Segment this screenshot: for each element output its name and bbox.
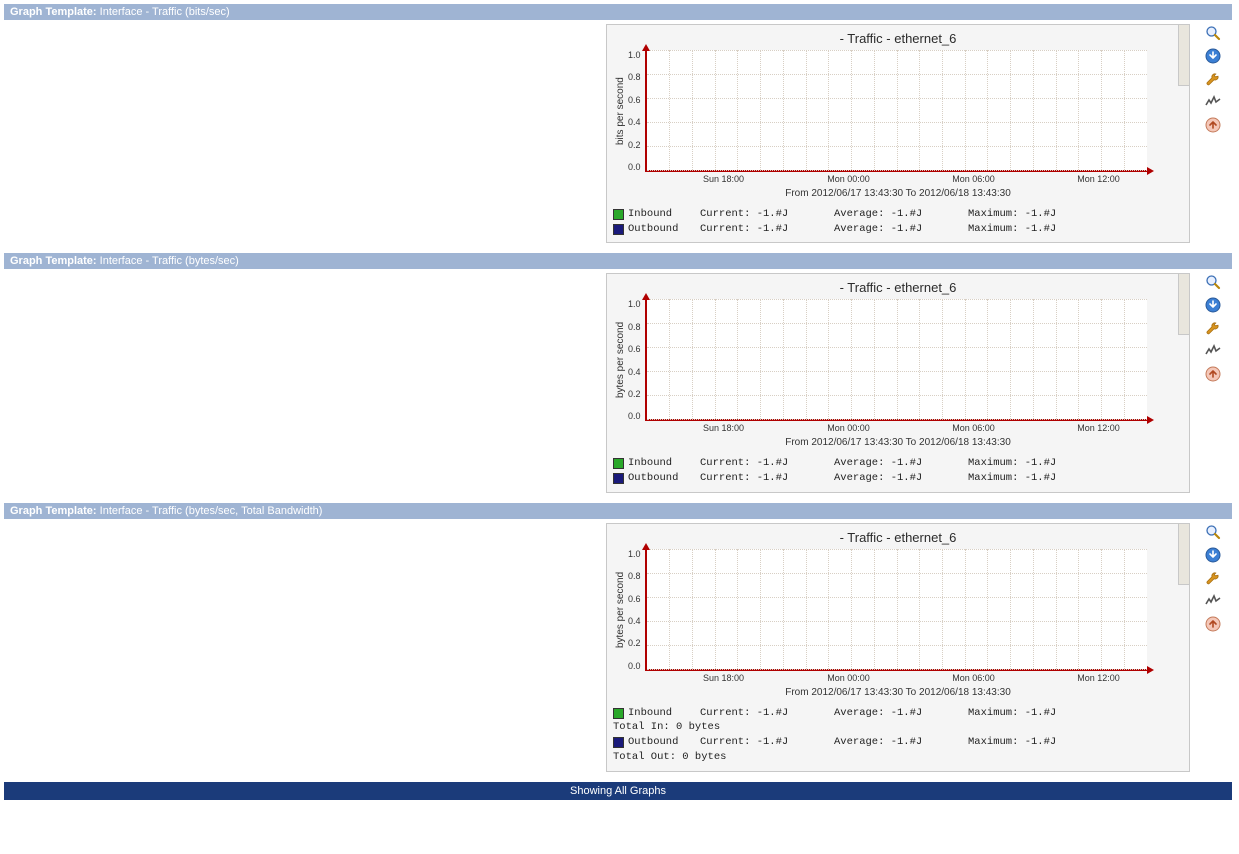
legend-average: Average: -1.#J (834, 456, 964, 471)
y-ticks: 1.00.80.60.40.20.0 (628, 299, 645, 421)
rrdtool-tab (1178, 523, 1190, 585)
rrdtool-tab (1178, 273, 1190, 335)
legend-maximum: Maximum: -1.#J (968, 471, 1098, 486)
legend-extra: Total Out: 0 bytes (613, 750, 1183, 765)
icon-column (1190, 24, 1226, 243)
x-ticks: Sun 18:00Mon 00:00Mon 06:00Mon 12:00 (661, 423, 1161, 433)
legend-label: Outbound (628, 735, 696, 750)
time-range: From 2012/06/17 13:43:30 To 2012/06/18 1… (613, 687, 1183, 698)
legend-row: Inbound Current: -1.#J Average: -1.#J Maxim… (613, 706, 1183, 721)
legend-current: Current: -1.#J (700, 207, 830, 222)
section-header-bits: Graph Template: Interface - Traffic (bit… (4, 4, 1232, 20)
section-label: Graph Template: (10, 6, 100, 18)
legend-swatch (613, 224, 624, 235)
legend-swatch (613, 458, 624, 469)
wrench-icon[interactable] (1204, 319, 1222, 337)
x-ticks: Sun 18:00Mon 00:00Mon 06:00Mon 12:00 (661, 673, 1161, 683)
legend-maximum: Maximum: -1.#J (968, 735, 1098, 750)
graph-title: - Traffic - ethernet_6 (613, 31, 1183, 46)
graph-title: - Traffic - ethernet_6 (613, 280, 1183, 295)
section-label: Graph Template: (10, 255, 100, 267)
legend-maximum: Maximum: -1.#J (968, 456, 1098, 471)
legend-label: Inbound (628, 706, 696, 721)
zoom-icon[interactable] (1204, 523, 1222, 541)
graph-title: - Traffic - ethernet_6 (613, 530, 1183, 545)
icon-column (1190, 273, 1226, 492)
legend-maximum: Maximum: -1.#J (968, 222, 1098, 237)
legend-current: Current: -1.#J (700, 735, 830, 750)
section-header-text: Interface - Traffic (bits/sec) (100, 6, 230, 18)
legend-average: Average: -1.#J (834, 735, 964, 750)
legend-current: Current: -1.#J (700, 456, 830, 471)
x-ticks: Sun 18:00Mon 00:00Mon 06:00Mon 12:00 (661, 174, 1161, 184)
legend-current: Current: -1.#J (700, 222, 830, 237)
wrench-icon[interactable] (1204, 569, 1222, 587)
legend-label: Inbound (628, 456, 696, 471)
legend-average: Average: -1.#J (834, 207, 964, 222)
section-label: Graph Template: (10, 505, 100, 517)
top-icon[interactable] (1204, 365, 1222, 383)
y-axis-label: bits per second (613, 50, 628, 172)
graph-card-bytes[interactable]: - Traffic - ethernet_6bytes per second1.… (606, 273, 1190, 492)
legend-average: Average: -1.#J (834, 222, 964, 237)
time-range: From 2012/06/17 13:43:30 To 2012/06/18 1… (613, 188, 1183, 199)
time-range: From 2012/06/17 13:43:30 To 2012/06/18 1… (613, 437, 1183, 448)
zoom-icon[interactable] (1204, 24, 1222, 42)
legend-row: Inbound Current: -1.#J Average: -1.#J Maxim… (613, 207, 1183, 222)
legend-row: Outbound Current: -1.#J Average: -1.#J Maxi… (613, 735, 1183, 750)
legend-swatch (613, 708, 624, 719)
top-icon[interactable] (1204, 615, 1222, 633)
y-axis-label: bytes per second (613, 549, 628, 671)
section-body-bits: - Traffic - ethernet_6bits per second1.0… (4, 20, 1232, 253)
legend-extra: Total In: 0 bytes (613, 720, 1183, 735)
csv-icon[interactable] (1204, 296, 1222, 314)
legend-label: Outbound (628, 471, 696, 486)
section-header-text: Interface - Traffic (bytes/sec) (100, 255, 239, 267)
realtime-icon[interactable] (1204, 592, 1222, 610)
section-header-text: Interface - Traffic (bytes/sec, Total Ba… (100, 505, 323, 517)
csv-icon[interactable] (1204, 546, 1222, 564)
realtime-icon[interactable] (1204, 93, 1222, 111)
legend: Inbound Current: -1.#J Average: -1.#J Maxim… (613, 456, 1183, 485)
csv-icon[interactable] (1204, 47, 1222, 65)
legend-current: Current: -1.#J (700, 471, 830, 486)
legend: Inbound Current: -1.#J Average: -1.#J Maxim… (613, 706, 1183, 765)
graph-card-total[interactable]: - Traffic - ethernet_6bytes per second1.… (606, 523, 1190, 772)
graph-card-bits[interactable]: - Traffic - ethernet_6bits per second1.0… (606, 24, 1190, 243)
y-ticks: 1.00.80.60.40.20.0 (628, 549, 645, 671)
realtime-icon[interactable] (1204, 342, 1222, 360)
legend: Inbound Current: -1.#J Average: -1.#J Maxim… (613, 207, 1183, 236)
footer-bar: Showing All Graphs (4, 782, 1232, 800)
legend-row: Inbound Current: -1.#J Average: -1.#J Maxim… (613, 456, 1183, 471)
section-body-total: - Traffic - ethernet_6bytes per second1.… (4, 519, 1232, 782)
y-axis-label: bytes per second (613, 299, 628, 421)
legend-row: Outbound Current: -1.#J Average: -1.#J Maxi… (613, 222, 1183, 237)
legend-row: Outbound Current: -1.#J Average: -1.#J Maxi… (613, 471, 1183, 486)
legend-maximum: Maximum: -1.#J (968, 706, 1098, 721)
legend-current: Current: -1.#J (700, 706, 830, 721)
rrdtool-tab (1178, 24, 1190, 86)
legend-label: Inbound (628, 207, 696, 222)
section-body-bytes: - Traffic - ethernet_6bytes per second1.… (4, 269, 1232, 502)
top-icon[interactable] (1204, 116, 1222, 134)
legend-label: Outbound (628, 222, 696, 237)
legend-swatch (613, 209, 624, 220)
zoom-icon[interactable] (1204, 273, 1222, 291)
legend-swatch (613, 737, 624, 748)
y-ticks: 1.00.80.60.40.20.0 (628, 50, 645, 172)
section-header-total: Graph Template: Interface - Traffic (byt… (4, 503, 1232, 519)
legend-average: Average: -1.#J (834, 706, 964, 721)
wrench-icon[interactable] (1204, 70, 1222, 88)
plot-area (645, 50, 1147, 172)
plot-area (645, 299, 1147, 421)
section-header-bytes: Graph Template: Interface - Traffic (byt… (4, 253, 1232, 269)
icon-column (1190, 523, 1226, 772)
legend-maximum: Maximum: -1.#J (968, 207, 1098, 222)
legend-swatch (613, 473, 624, 484)
legend-average: Average: -1.#J (834, 471, 964, 486)
plot-area (645, 549, 1147, 671)
